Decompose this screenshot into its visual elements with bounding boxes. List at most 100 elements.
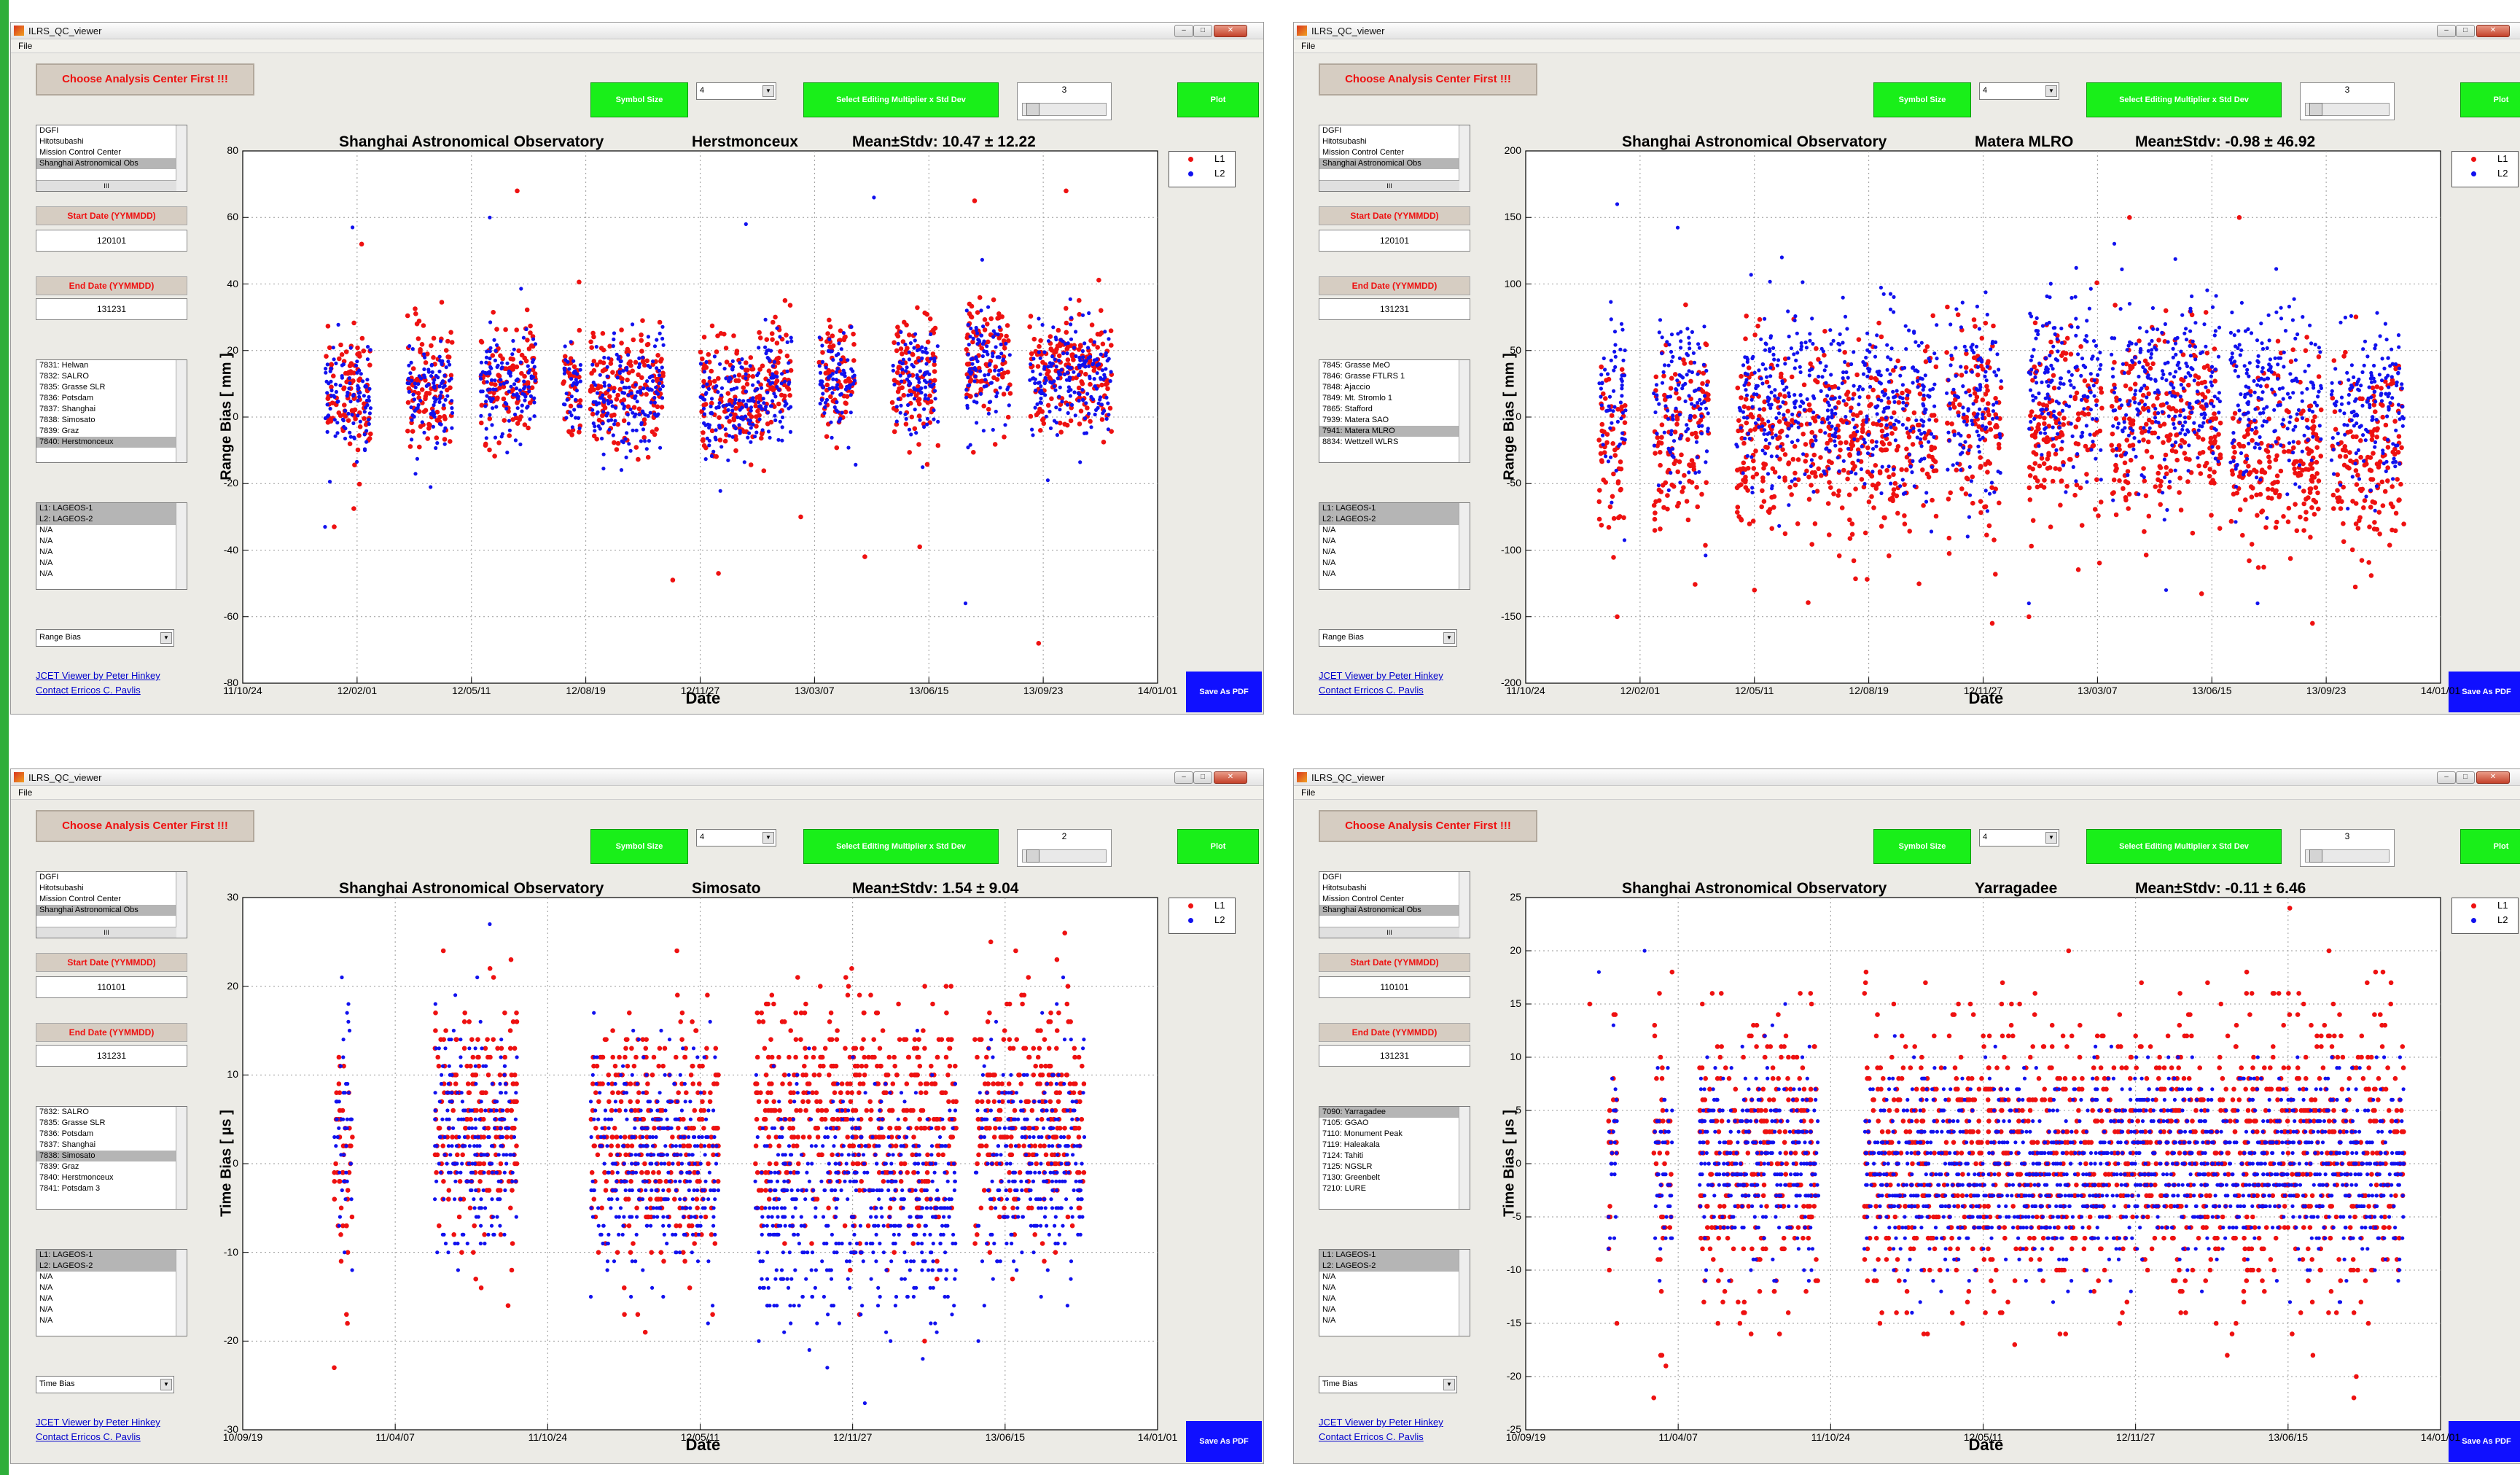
list-item[interactable]: N/A	[1322, 537, 1336, 545]
list-item[interactable]: N/A	[39, 569, 53, 578]
end-date-field[interactable]: 131231	[1319, 298, 1470, 320]
chevron-down-icon[interactable]: ▼	[2045, 85, 2057, 97]
satellite-list[interactable]: L1: LAGEOS-1 L2: LAGEOS-2 N/A N/A N/A N/A N/A	[36, 502, 187, 590]
data-point-L1	[1879, 440, 1885, 445]
list-item[interactable]: L1: LAGEOS-1	[36, 503, 187, 514]
scrollbar-horizontal[interactable]: III	[1319, 180, 1459, 191]
menu-file[interactable]: File	[1301, 41, 1316, 51]
editing-multiplier-button[interactable]: Select Editing Multiplier x Std Dev	[2086, 82, 2282, 117]
list-item[interactable]: 7849: Mt. Stromlo 1	[1322, 394, 1392, 402]
symbol-size-button[interactable]: Symbol Size	[590, 82, 688, 117]
end-date-field[interactable]: 131231	[36, 298, 187, 320]
list-item[interactable]: 7939: Matera SAO	[1322, 416, 1389, 424]
list-item[interactable]: 7845: Grasse MeO	[1322, 361, 1390, 370]
list-item[interactable]: 7840: Herstmonceux	[36, 437, 187, 448]
list-item[interactable]: 7831: Helwan	[39, 361, 89, 370]
list-item[interactable]: Shanghai Astronomical Obs	[36, 158, 187, 169]
jcet-viewer-link[interactable]: JCET Viewer by Peter Hinkey	[1319, 670, 1443, 681]
list-item[interactable]: N/A	[39, 526, 53, 534]
list-item[interactable]: 7848: Ajaccio	[1322, 383, 1370, 392]
contact-link[interactable]: Contact Erricos C. Pavlis	[1319, 685, 1424, 696]
list-item[interactable]: 7865: Stafford	[1322, 405, 1373, 413]
scrollbar[interactable]	[1459, 503, 1470, 589]
contact-link[interactable]: Contact Erricos C. Pavlis	[36, 685, 141, 696]
multiplier-slider[interactable]: 3	[2300, 82, 2395, 120]
quantity-select[interactable]: Range Bias ▼	[36, 629, 174, 647]
close-icon[interactable]: ✕	[2476, 25, 2510, 37]
data-point-L2	[1830, 424, 1834, 429]
station-list[interactable]: 7845: Grasse MeO 7846: Grasse FTLRS 1 7848…	[1319, 359, 1470, 463]
analysis-center-list[interactable]: DGFI Hitotsubashi Mission Control Center Sh…	[36, 125, 187, 192]
symbol-size-select[interactable]: 4 ▼	[1979, 82, 2059, 100]
slider-thumb[interactable]	[2309, 103, 2322, 116]
multiplier-slider[interactable]: 3	[1017, 82, 1112, 120]
list-item[interactable]: Hitotsubashi	[39, 137, 84, 146]
list-item[interactable]: 7832: SALRO	[39, 372, 89, 381]
list-item[interactable]: DGFI	[39, 126, 59, 135]
list-item[interactable]: Mission Control Center	[1322, 148, 1404, 157]
scrollbar-horizontal[interactable]: III	[36, 180, 176, 191]
close-icon[interactable]: ✕	[1214, 25, 1247, 37]
slider-thumb[interactable]	[1026, 103, 1039, 116]
list-item[interactable]: L1: LAGEOS-1	[1319, 503, 1470, 514]
chevron-down-icon[interactable]: ▼	[160, 632, 172, 644]
list-item[interactable]: DGFI	[1322, 126, 1342, 135]
maximize-icon[interactable]: □	[1193, 25, 1212, 37]
data-point-L2	[839, 357, 843, 362]
list-item[interactable]: 8834: Wettzell WLRS	[1322, 437, 1399, 446]
data-point-L1	[424, 391, 429, 396]
list-item[interactable]: Hitotsubashi	[1322, 137, 1367, 146]
maximize-icon[interactable]: □	[2456, 25, 2475, 37]
list-item[interactable]: Mission Control Center	[39, 148, 121, 157]
chevron-down-icon[interactable]: ▼	[762, 85, 774, 97]
chevron-down-icon[interactable]: ▼	[1443, 632, 1455, 644]
minimize-icon[interactable]: –	[1174, 25, 1193, 37]
editing-multiplier-button[interactable]: Select Editing Multiplier x Std Dev	[803, 82, 999, 117]
list-item[interactable]: 7839: Graz	[39, 427, 79, 435]
plot-button[interactable]: Plot	[1177, 82, 1259, 117]
list-item[interactable]: Shanghai Astronomical Obs	[1319, 158, 1470, 169]
symbol-size-button[interactable]: Symbol Size	[1873, 82, 1971, 117]
list-item[interactable]: N/A	[39, 559, 53, 567]
list-item[interactable]: 7941: Matera MLRO	[1319, 426, 1470, 437]
list-item[interactable]: N/A	[1322, 548, 1336, 556]
data-point-L2	[1992, 370, 1997, 374]
quantity-select[interactable]: Range Bias ▼	[1319, 629, 1457, 647]
list-item[interactable]: 7835: Grasse SLR	[39, 383, 106, 392]
data-point-L1	[410, 382, 415, 387]
data-point-L2	[363, 448, 367, 453]
data-point-L2	[907, 374, 911, 378]
minimize-icon[interactable]: –	[2437, 25, 2456, 37]
station-list[interactable]: 7831: Helwan 7832: SALRO 7835: Grasse SLR 7…	[36, 359, 187, 463]
list-item[interactable]: N/A	[1322, 569, 1336, 578]
scrollbar[interactable]	[176, 503, 187, 589]
menu-file[interactable]: File	[18, 41, 33, 51]
scrollbar[interactable]	[176, 360, 187, 462]
data-point-L2	[964, 308, 969, 313]
list-item[interactable]: 7837: Shanghai	[39, 405, 96, 413]
plot-button[interactable]: Plot	[2460, 82, 2520, 117]
data-point-L1	[633, 381, 639, 386]
list-item[interactable]: 7836: Potsdam	[39, 394, 93, 402]
list-item[interactable]: L2: LAGEOS-2	[36, 514, 187, 525]
list-item[interactable]: 7846: Grasse FTLRS 1	[1322, 372, 1405, 381]
start-date-field[interactable]: 120101	[1319, 230, 1470, 252]
scrollbar[interactable]	[1459, 125, 1470, 191]
satellite-list[interactable]: L1: LAGEOS-1 L2: LAGEOS-2 N/A N/A N/A N/A N/A	[1319, 502, 1470, 590]
list-item[interactable]: N/A	[1322, 559, 1336, 567]
list-item[interactable]: 7838: Simosato	[39, 416, 95, 424]
list-item[interactable]: N/A	[39, 548, 53, 556]
choose-analysis-center-button[interactable]: Choose Analysis Center First !!!	[1319, 63, 1537, 96]
list-item[interactable]: L2: LAGEOS-2	[1319, 514, 1470, 525]
data-point-L1	[1860, 427, 1865, 432]
choose-analysis-center-button[interactable]: Choose Analysis Center First !!!	[36, 63, 254, 96]
symbol-size-select[interactable]: 4 ▼	[696, 82, 776, 100]
jcet-viewer-link[interactable]: JCET Viewer by Peter Hinkey	[36, 670, 160, 681]
scrollbar[interactable]	[176, 125, 187, 191]
start-date-field[interactable]: 120101	[36, 230, 187, 252]
save-as-pdf-button[interactable]: Save As PDF	[1186, 672, 1262, 712]
list-item[interactable]: N/A	[39, 537, 53, 545]
list-item[interactable]: N/A	[1322, 526, 1336, 534]
scrollbar[interactable]	[1459, 360, 1470, 462]
analysis-center-list[interactable]: DGFI Hitotsubashi Mission Control Center Sh…	[1319, 125, 1470, 192]
